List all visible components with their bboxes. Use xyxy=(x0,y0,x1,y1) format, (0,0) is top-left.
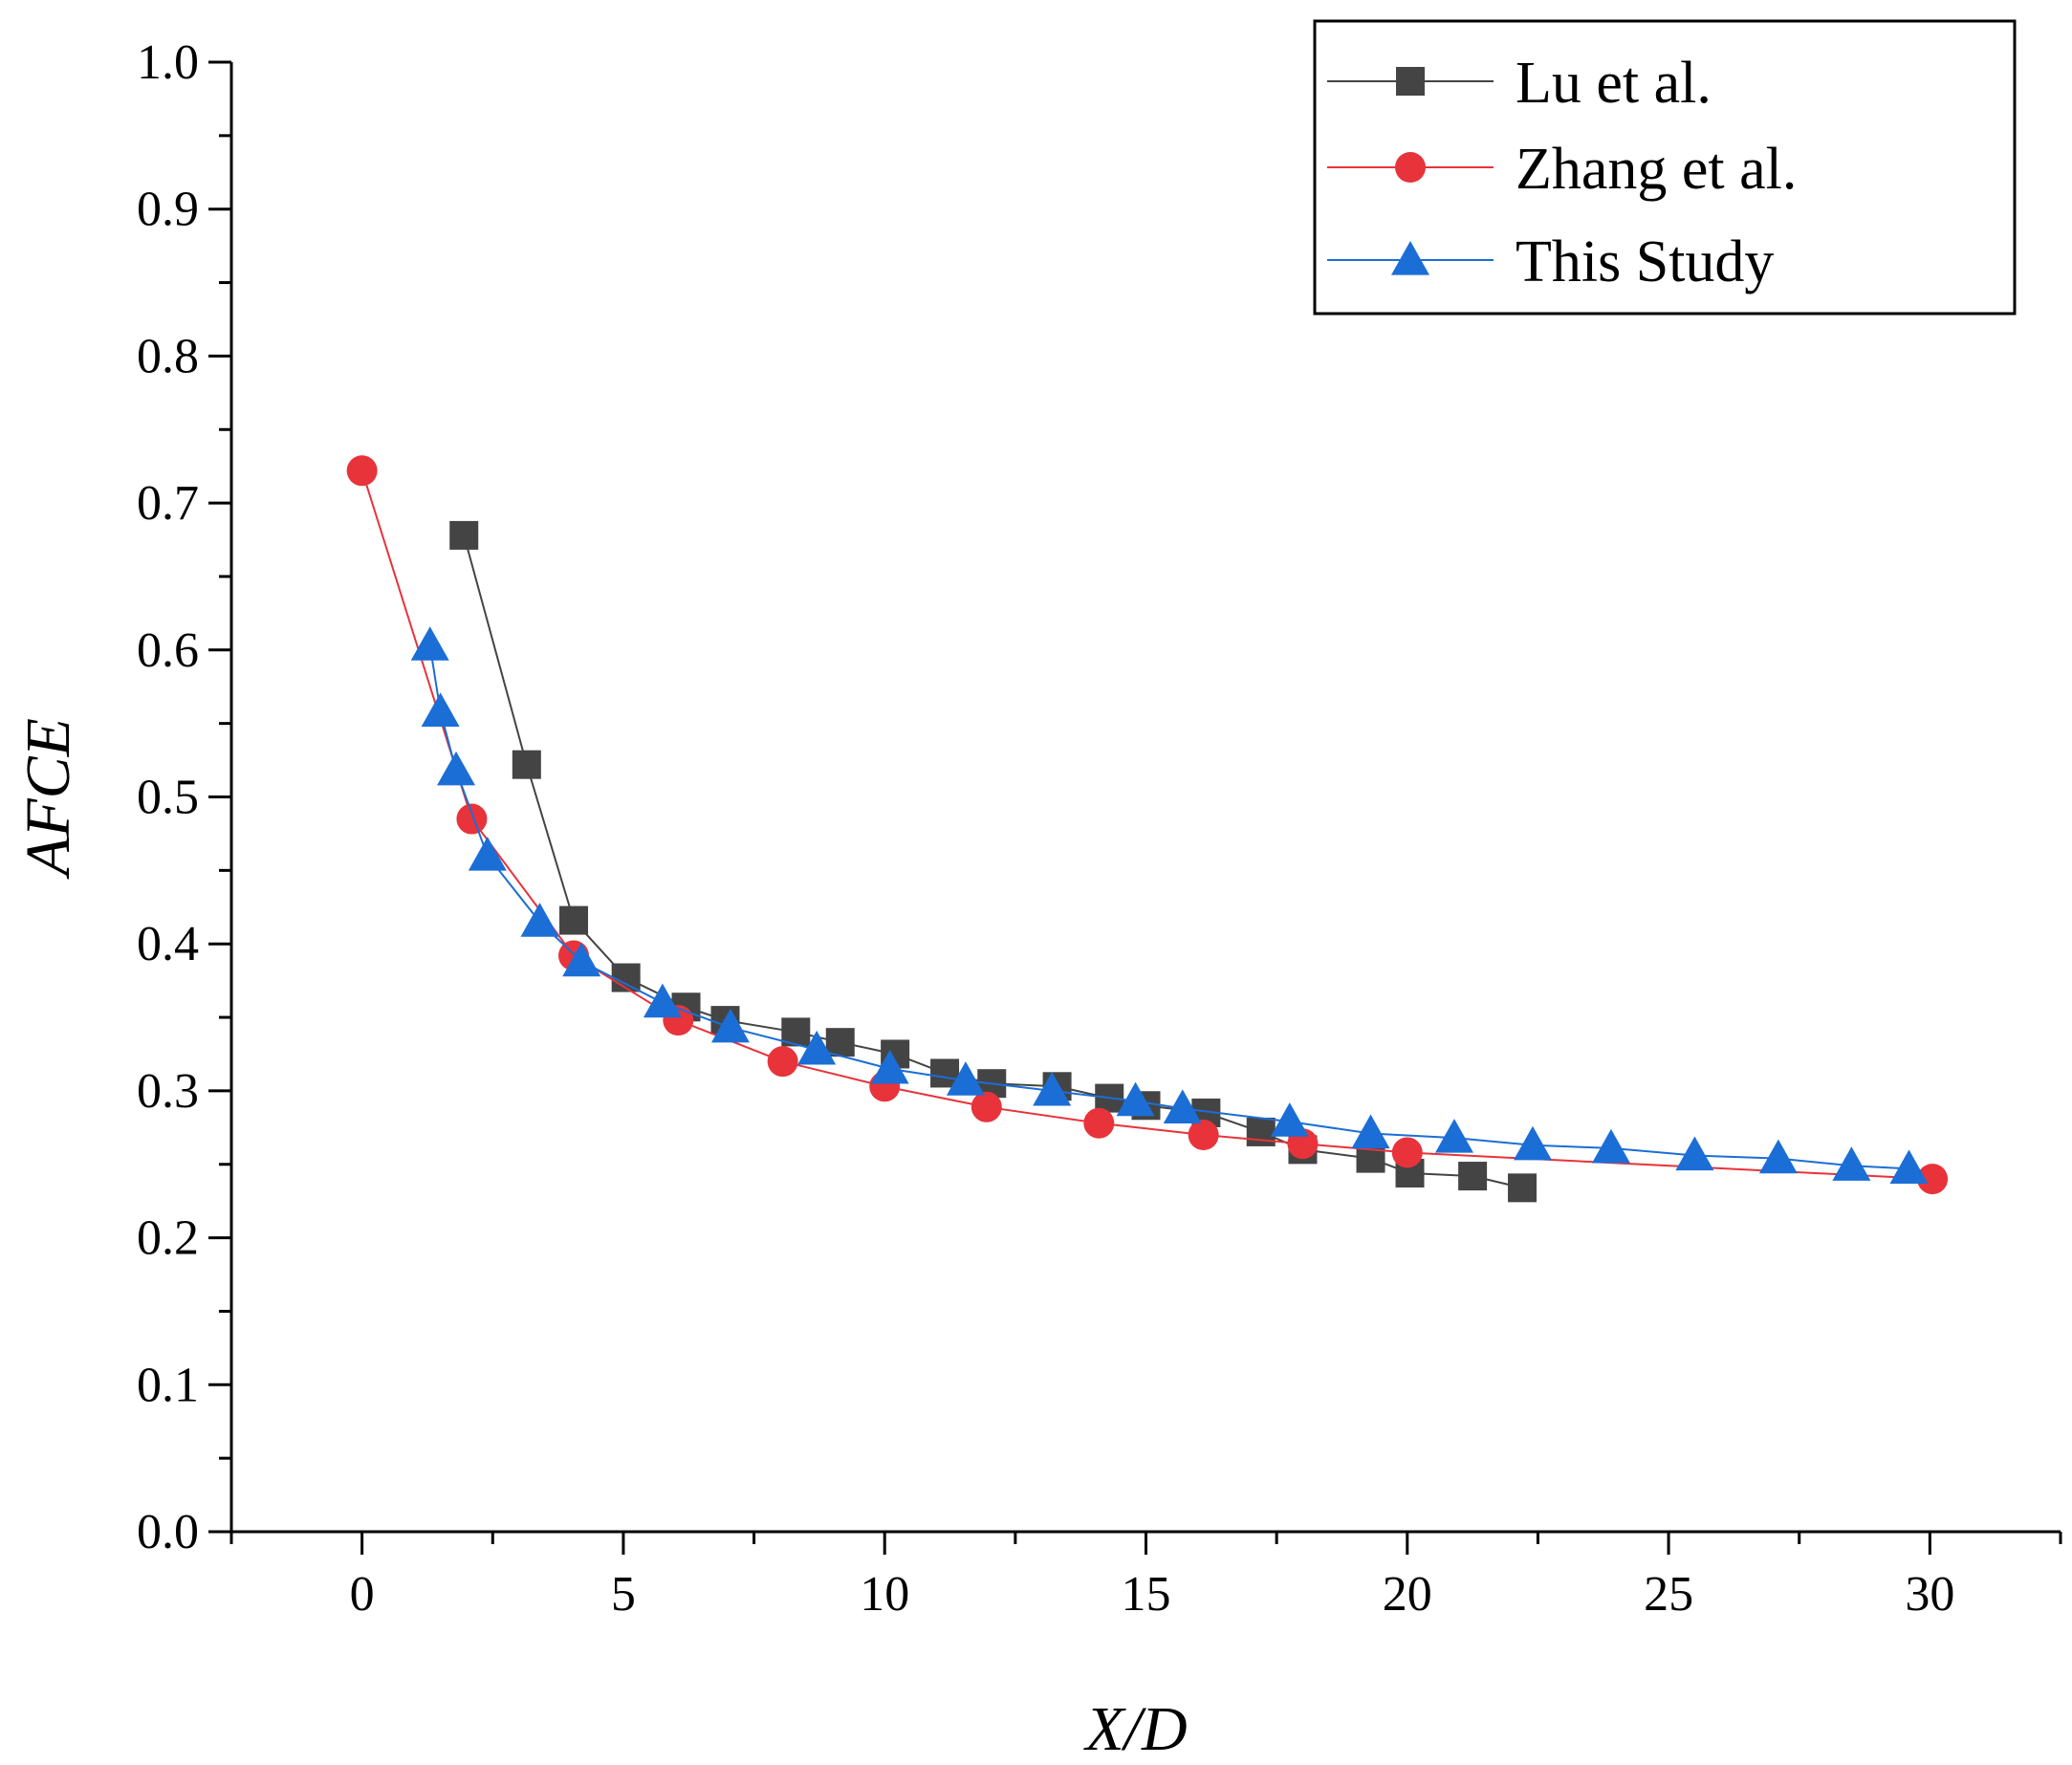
data-point-zhang-et-al xyxy=(971,1091,1002,1122)
legend-label-lu-et-al: Lu et al. xyxy=(1516,51,1712,116)
data-point-this-study xyxy=(1163,1089,1202,1123)
y-tick-label: 0.8 xyxy=(137,329,199,383)
series-this-study xyxy=(410,626,1929,1184)
legend-label-this-study: This Study xyxy=(1516,229,1774,294)
data-point-lu-et-al xyxy=(512,750,541,779)
y-tick-label: 0.7 xyxy=(137,476,199,531)
data-point-this-study xyxy=(437,751,476,786)
data-point-this-study xyxy=(1889,1149,1929,1184)
data-point-this-study xyxy=(1591,1128,1630,1164)
data-point-zhang-et-al xyxy=(1917,1164,1949,1195)
data-point-this-study xyxy=(1513,1125,1552,1161)
y-tick-label: 0.1 xyxy=(137,1358,199,1412)
data-point-this-study xyxy=(562,942,601,977)
x-tick-label: 30 xyxy=(1905,1567,1954,1622)
y-tick-label: 0.5 xyxy=(137,771,199,825)
data-point-this-study xyxy=(421,692,460,727)
data-point-zhang-et-al xyxy=(346,455,378,487)
y-tick-label: 0.9 xyxy=(137,183,199,237)
x-tick-label: 25 xyxy=(1644,1567,1693,1622)
x-axis-title: X/D xyxy=(1082,1694,1187,1764)
legend-marker-this-study xyxy=(1391,241,1429,275)
data-point-this-study xyxy=(1116,1081,1155,1117)
data-point-zhang-et-al xyxy=(1083,1107,1115,1139)
x-tick-label: 20 xyxy=(1383,1567,1432,1622)
x-tick-label: 10 xyxy=(860,1567,909,1622)
data-point-this-study xyxy=(946,1061,985,1096)
data-point-zhang-et-al xyxy=(1391,1137,1423,1168)
y-tick-label: 0.0 xyxy=(137,1505,199,1559)
y-tick-label: 0.4 xyxy=(137,917,199,971)
data-point-zhang-et-al xyxy=(1188,1120,1219,1151)
y-tick-label: 0.6 xyxy=(137,623,199,678)
data-point-lu-et-al xyxy=(1458,1162,1488,1191)
y-tick-label: 1.0 xyxy=(137,35,199,90)
data-point-this-study xyxy=(1033,1071,1072,1106)
data-point-lu-et-al xyxy=(559,905,589,935)
data-point-lu-et-al xyxy=(449,520,479,550)
data-point-this-study xyxy=(643,983,682,1018)
legend: Lu et al. Zhang et al. This Study xyxy=(1313,19,2017,316)
data-point-this-study xyxy=(520,903,559,937)
y-axis-title: AFCE xyxy=(13,718,83,880)
data-point-this-study xyxy=(1832,1146,1871,1181)
data-point-lu-et-al xyxy=(825,1028,855,1057)
data-point-this-study xyxy=(1351,1114,1390,1149)
data-point-this-study xyxy=(870,1049,909,1084)
series-zhang-et-al xyxy=(346,455,1949,1195)
series-group xyxy=(346,455,1949,1203)
series-line-this-study xyxy=(428,645,1909,1170)
data-point-lu-et-al xyxy=(1246,1117,1276,1146)
x-tick-label: 5 xyxy=(611,1567,636,1622)
data-point-this-study xyxy=(1758,1139,1798,1174)
data-point-this-study xyxy=(1434,1119,1473,1153)
y-tick-label: 0.2 xyxy=(137,1211,199,1266)
legend-marker-lu-et-al xyxy=(1396,67,1425,96)
data-point-this-study xyxy=(1675,1136,1714,1171)
y-tick-label: 0.3 xyxy=(137,1064,199,1119)
x-tick-label: 0 xyxy=(350,1567,375,1622)
data-point-this-study xyxy=(1270,1102,1309,1137)
x-tick-label: 15 xyxy=(1122,1567,1171,1622)
data-point-zhang-et-al xyxy=(767,1046,798,1078)
data-point-this-study xyxy=(410,626,449,661)
data-point-this-study xyxy=(710,1008,750,1043)
data-point-this-study xyxy=(797,1030,837,1065)
data-point-zhang-et-al xyxy=(456,803,488,835)
legend-label-zhang-et-al: Zhang et al. xyxy=(1516,137,1797,202)
data-point-this-study xyxy=(468,836,507,871)
legend-marker-zhang-et-al xyxy=(1395,152,1426,183)
plot-frame: 0.0 0.1 0.2 0.3 0.4 0.5 0.6 0.7 0.8 0.9 1.0 0 5 10 15 2… xyxy=(137,35,2062,1622)
data-point-lu-et-al xyxy=(1508,1173,1538,1203)
series-line-zhang-et-al xyxy=(360,469,1933,1181)
